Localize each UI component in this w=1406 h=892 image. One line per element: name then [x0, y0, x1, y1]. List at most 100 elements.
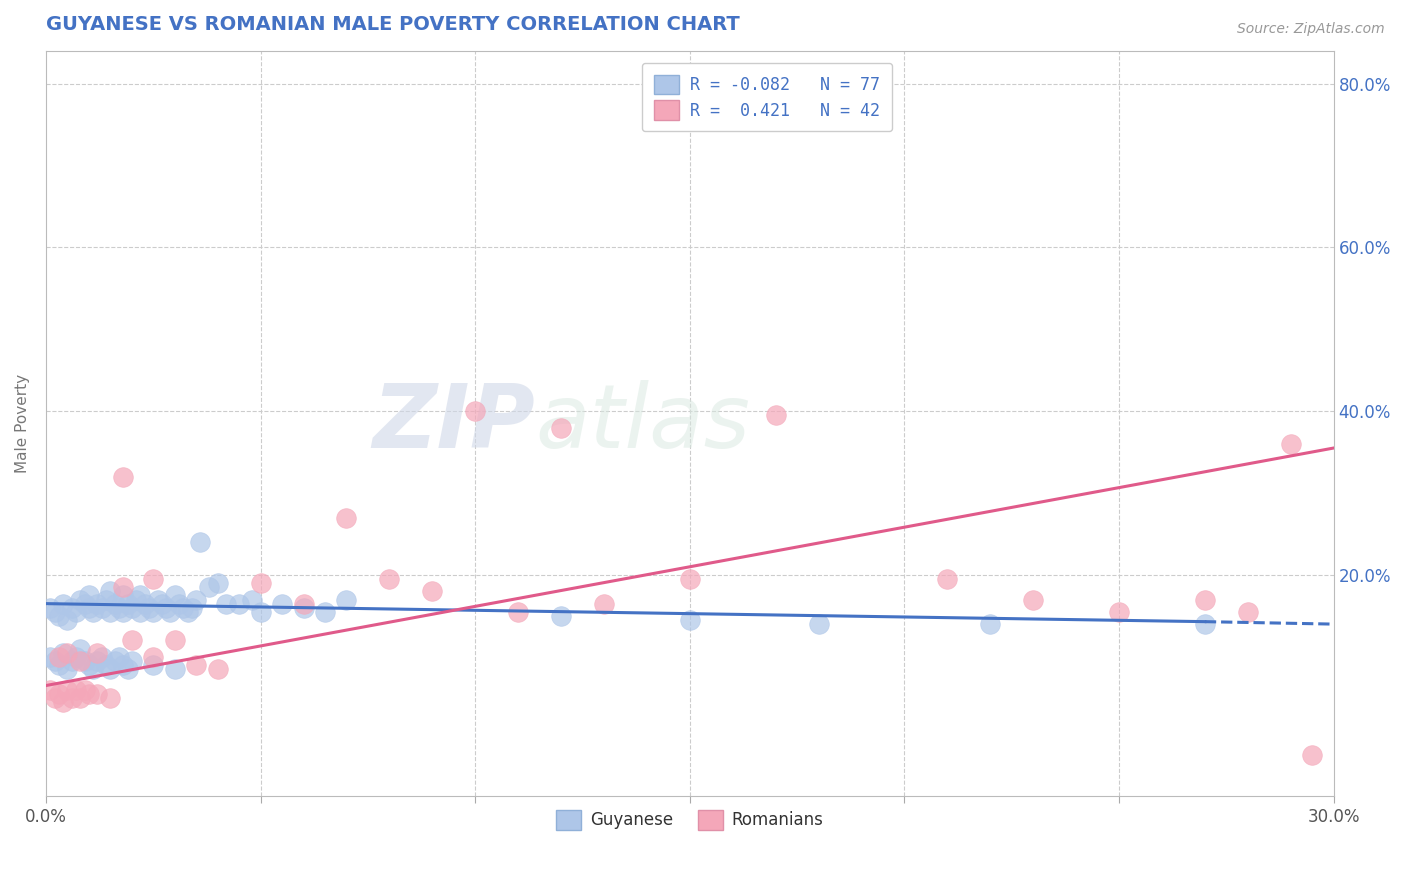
Point — [69, 592, 91, 607]
Point — [52, 597, 75, 611]
Point — [207, 576, 229, 591]
Point — [190, 535, 212, 549]
Text: GUYANESE VS ROMANIAN MALE POVERTY CORRELATION CHART: GUYANESE VS ROMANIAN MALE POVERTY CORREL… — [46, 15, 740, 34]
Point — [117, 597, 139, 611]
Point — [172, 600, 194, 615]
Point — [52, 646, 75, 660]
Point — [163, 589, 186, 603]
Point — [82, 605, 104, 619]
Point — [138, 600, 160, 615]
Point — [112, 580, 135, 594]
Point — [94, 658, 117, 673]
Point — [1279, 437, 1302, 451]
Point — [679, 613, 702, 627]
Point — [60, 690, 83, 705]
Point — [104, 597, 127, 611]
Text: Source: ZipAtlas.com: Source: ZipAtlas.com — [1237, 22, 1385, 37]
Point — [314, 605, 336, 619]
Point — [82, 662, 104, 676]
Point — [1194, 592, 1216, 607]
Point — [180, 600, 202, 615]
Point — [73, 597, 96, 611]
Point — [48, 658, 70, 673]
Point — [420, 584, 443, 599]
Point — [65, 649, 87, 664]
Point — [142, 649, 165, 664]
Point — [176, 605, 198, 619]
Point — [77, 600, 100, 615]
Point — [150, 597, 173, 611]
Point — [48, 608, 70, 623]
Point — [69, 654, 91, 668]
Point — [73, 654, 96, 668]
Point — [129, 589, 152, 603]
Point — [98, 690, 121, 705]
Point — [228, 597, 250, 611]
Point — [98, 662, 121, 676]
Point — [198, 580, 221, 594]
Point — [936, 572, 959, 586]
Point — [121, 633, 143, 648]
Point — [1108, 605, 1130, 619]
Point — [86, 646, 108, 660]
Point — [593, 597, 616, 611]
Point — [1022, 592, 1045, 607]
Point — [44, 690, 66, 705]
Point — [378, 572, 401, 586]
Point — [292, 597, 315, 611]
Point — [112, 658, 135, 673]
Point — [86, 654, 108, 668]
Point — [335, 510, 357, 524]
Legend: Guyanese, Romanians: Guyanese, Romanians — [550, 804, 830, 836]
Point — [108, 649, 131, 664]
Point — [44, 605, 66, 619]
Point — [979, 617, 1001, 632]
Point — [48, 687, 70, 701]
Point — [65, 682, 87, 697]
Point — [98, 584, 121, 599]
Point — [271, 597, 294, 611]
Point — [69, 641, 91, 656]
Point — [94, 592, 117, 607]
Y-axis label: Male Poverty: Male Poverty — [15, 374, 30, 473]
Point — [90, 600, 112, 615]
Point — [167, 597, 190, 611]
Point — [56, 646, 79, 660]
Point — [60, 600, 83, 615]
Point — [207, 662, 229, 676]
Point — [98, 605, 121, 619]
Point — [807, 617, 830, 632]
Point — [249, 605, 271, 619]
Point — [508, 605, 530, 619]
Point — [56, 613, 79, 627]
Text: ZIP: ZIP — [373, 380, 536, 467]
Point — [464, 404, 486, 418]
Point — [44, 654, 66, 668]
Point — [104, 654, 127, 668]
Point — [155, 600, 177, 615]
Point — [77, 589, 100, 603]
Point — [1301, 748, 1323, 763]
Point — [679, 572, 702, 586]
Point — [56, 662, 79, 676]
Point — [73, 682, 96, 697]
Text: atlas: atlas — [536, 381, 751, 467]
Point — [77, 658, 100, 673]
Point — [60, 654, 83, 668]
Point — [186, 658, 208, 673]
Point — [112, 605, 135, 619]
Point — [39, 600, 62, 615]
Point — [163, 662, 186, 676]
Point — [1194, 617, 1216, 632]
Point — [39, 682, 62, 697]
Point — [65, 605, 87, 619]
Point — [215, 597, 238, 611]
Point — [159, 605, 181, 619]
Point — [142, 572, 165, 586]
Point — [90, 649, 112, 664]
Point — [77, 687, 100, 701]
Point — [765, 409, 787, 423]
Point — [56, 682, 79, 697]
Point — [335, 592, 357, 607]
Point — [125, 592, 148, 607]
